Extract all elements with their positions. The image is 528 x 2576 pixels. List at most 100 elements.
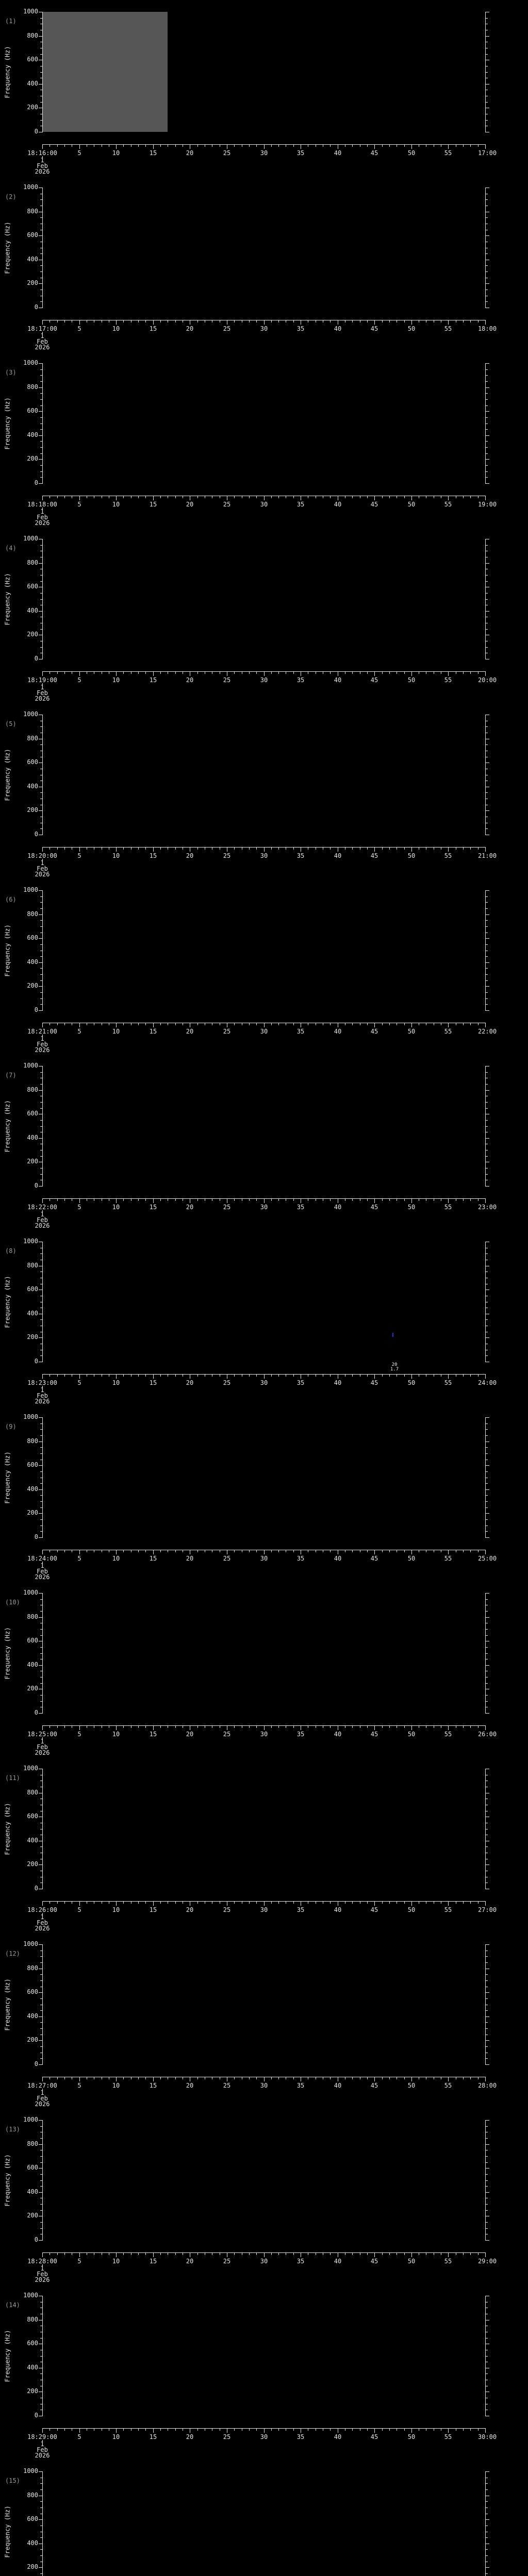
x-axis-tick (389, 1902, 390, 1904)
x-axis-tick (330, 1902, 331, 1904)
x-axis-tick (293, 2253, 294, 2255)
y-axis-tick-right (486, 1435, 488, 1436)
x-axis-tick (116, 496, 117, 500)
y-axis-tick-right (486, 36, 489, 37)
x-axis-tick (57, 1199, 58, 1201)
y-axis-tick-right (486, 926, 488, 927)
y-tick-label: 0 (34, 479, 38, 486)
x-axis-end-time-label: 20:00 (477, 676, 497, 684)
date-tick (42, 507, 43, 510)
y-tick-label: 600 (27, 1988, 38, 1995)
x-tick-label: 50 (407, 501, 416, 508)
y-axis-line-right (485, 2120, 486, 2241)
x-axis-tick (256, 145, 257, 147)
x-axis-tick (330, 848, 331, 850)
x-tick-label: 25 (223, 1906, 231, 1913)
x-axis-tick (79, 145, 80, 149)
y-tick-label: 0 (34, 655, 38, 662)
event-vline (392, 1333, 393, 1337)
x-tick-label: 20 (186, 1379, 194, 1386)
x-tick-label: 5 (77, 1204, 81, 1211)
x-axis-tick (42, 2253, 43, 2257)
x-axis-tick (278, 496, 279, 498)
x-tick-label: 20 (186, 1731, 194, 1738)
x-axis-tick (470, 1023, 471, 1025)
x-tick-label: 35 (296, 1379, 305, 1386)
x-axis-tick (485, 1375, 486, 1379)
y-axis-tick-right (486, 1513, 489, 1514)
x-axis-tick (145, 1550, 146, 1552)
x-axis-tick (197, 1199, 198, 1201)
y-axis-tick-right (486, 477, 488, 478)
y-tick-label: 400 (27, 1661, 38, 1668)
x-axis-tick (153, 496, 154, 500)
date-label-line: 1 (40, 1738, 44, 1745)
x-axis-tick (463, 2077, 464, 2079)
x-axis-tick (264, 1023, 265, 1027)
x-axis-tick (352, 2253, 353, 2255)
x-axis-tick (116, 145, 117, 149)
x-axis-tick (116, 1023, 117, 1027)
date-label-line: Feb (37, 514, 48, 521)
x-axis-tick (404, 1726, 405, 1728)
y-axis-tick-right (486, 1072, 488, 1073)
x-tick-label: 20 (186, 501, 194, 508)
x-axis-tick (470, 2077, 471, 2079)
x-tick-label: 50 (407, 1028, 416, 1035)
y-axis-tick-left (40, 2138, 42, 2139)
x-tick-label: 35 (296, 149, 305, 157)
y-axis-tick-right (486, 423, 488, 424)
x-axis-tick (470, 1902, 471, 1904)
y-tick-label: 200 (27, 631, 38, 638)
y-axis-title-wrap: Frequency (Hz) (1, 1944, 14, 2064)
x-axis-tick (197, 496, 198, 498)
y-axis-tick-right (486, 199, 488, 200)
y-tick-label: 0 (34, 1358, 38, 1365)
panel-number: (14) (5, 2301, 20, 2309)
y-axis-tick-right (486, 2064, 489, 2065)
y-axis-tick-right (486, 980, 488, 981)
y-tick-label: 600 (27, 1110, 38, 1117)
x-axis-tick (256, 1199, 257, 1201)
y-axis-tick-right (486, 2519, 489, 2520)
y-tick-label: 600 (27, 1637, 38, 1644)
x-axis-tick (330, 1199, 331, 1201)
x-axis-tick (138, 1375, 139, 1377)
x-axis-tick (249, 1902, 250, 1904)
y-axis-tick-right (486, 375, 488, 376)
y-axis-tick-left (40, 545, 42, 546)
x-axis-tick (234, 1199, 235, 1201)
x-axis-end-time-label: 27:00 (477, 1906, 497, 1913)
y-axis-tick-right (486, 810, 489, 811)
y-axis-line-left (42, 2471, 43, 2576)
x-axis-tick (264, 672, 265, 676)
x-tick-label: 40 (334, 1555, 342, 1562)
x-tick-label: 55 (444, 1379, 452, 1386)
x-axis-tick (145, 1023, 146, 1025)
x-axis-tick (330, 320, 331, 323)
x-axis-tick (382, 1550, 383, 1552)
x-axis-tick (256, 1726, 257, 1728)
y-axis-tick-left (40, 2507, 42, 2508)
y-tick-label: 800 (27, 735, 38, 742)
y-axis-tick-right (486, 1483, 488, 1484)
y-axis-tick-left (40, 2010, 42, 2011)
x-axis-tick (264, 145, 265, 149)
x-axis-tick (138, 1023, 139, 1025)
x-axis-tick (138, 145, 139, 147)
x-axis-tick (271, 320, 272, 323)
y-axis-title-wrap: Frequency (Hz) (1, 715, 14, 835)
y-axis-tick-left (40, 1156, 42, 1157)
x-axis-tick (256, 2253, 257, 2255)
x-axis-end-time-label: 22:00 (477, 1028, 497, 1035)
y-axis-tick-right (486, 1629, 488, 1630)
x-axis-tick (411, 2253, 412, 2257)
x-axis-tick (330, 2077, 331, 2079)
x-axis-tick (448, 1375, 449, 1379)
y-axis-tick-left (40, 1695, 42, 1696)
x-axis-tick (79, 2077, 80, 2081)
x-axis-tick (138, 2429, 139, 2431)
y-axis-tick-left (40, 1701, 42, 1702)
y-axis-tick-right (486, 1423, 488, 1424)
x-axis-tick (42, 672, 43, 676)
